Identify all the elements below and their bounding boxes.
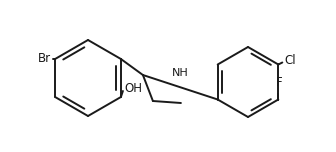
Text: Cl: Cl: [284, 54, 296, 67]
Text: OH: OH: [124, 83, 142, 95]
Text: F: F: [276, 76, 283, 90]
Text: Br: Br: [38, 52, 51, 66]
Text: NH: NH: [172, 68, 189, 78]
